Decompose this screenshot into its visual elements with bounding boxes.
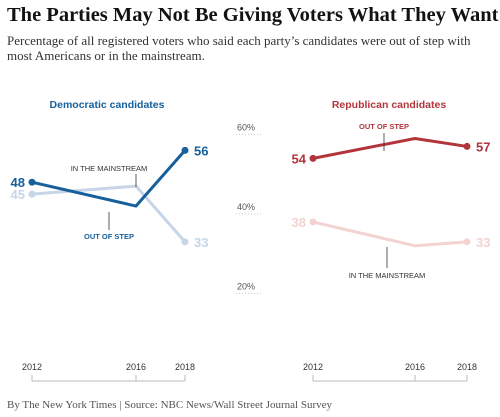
data-label: 56 <box>194 143 208 158</box>
series-annotation: IN THE MAINSTREAM <box>349 271 426 280</box>
data-label: 57 <box>476 139 490 154</box>
panel-title-dem: Democratic candidates <box>50 99 165 111</box>
data-point <box>28 190 36 198</box>
series-annotation: OUT OF STEP <box>84 232 134 241</box>
data-label: 33 <box>476 235 490 250</box>
x-tick-label: 2016 <box>126 362 146 372</box>
data-point <box>181 238 189 246</box>
headline: The Parties May Not Be Giving Voters Wha… <box>7 4 499 26</box>
data-label: 38 <box>292 215 306 230</box>
x-tick-label: 2018 <box>175 362 195 372</box>
data-point <box>463 238 471 246</box>
y-tick-label: 60% <box>237 123 255 133</box>
panel-title-rep: Republican candidates <box>332 99 447 111</box>
data-point <box>463 142 471 150</box>
source-credit: By The New York Times | Source: NBC News… <box>7 399 332 411</box>
y-tick-label: 40% <box>237 202 255 212</box>
series-line-rep-out-of-step <box>311 136 469 160</box>
data-point <box>28 178 36 186</box>
series-annotation: IN THE MAINSTREAM <box>71 164 148 173</box>
series-annotation: OUT OF STEP <box>359 122 409 131</box>
subhead: Percentage of all registered voters who … <box>7 33 471 63</box>
data-label: 54 <box>292 151 307 166</box>
x-tick-label: 2012 <box>303 362 323 372</box>
data-label: 33 <box>194 235 208 250</box>
x-tick-label: 2016 <box>405 362 425 372</box>
series-line-dem-out-of-step <box>30 148 187 208</box>
series-line-rep-mainstream <box>311 220 469 248</box>
data-point <box>309 154 317 162</box>
x-tick-label: 2012 <box>22 362 42 372</box>
data-label: 45 <box>11 187 25 202</box>
data-point <box>181 146 189 154</box>
data-label: 48 <box>11 175 25 190</box>
y-tick-label: 20% <box>237 282 255 292</box>
x-tick-label: 2018 <box>457 362 477 372</box>
data-point <box>309 218 317 226</box>
